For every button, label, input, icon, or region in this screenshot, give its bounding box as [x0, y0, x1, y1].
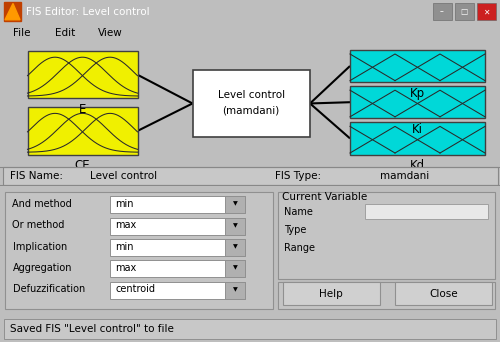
Text: Or method: Or method: [12, 221, 65, 231]
Text: ▼: ▼: [232, 244, 237, 249]
Text: Aggregation: Aggregation: [12, 263, 72, 273]
Text: ✕: ✕: [483, 7, 489, 16]
Bar: [350, 86, 485, 118]
Bar: [278, 192, 495, 279]
Polygon shape: [4, 2, 21, 21]
Text: ▼: ▼: [232, 266, 237, 271]
Text: Edit: Edit: [55, 27, 75, 38]
Text: Type: Type: [284, 225, 306, 235]
Bar: [282, 282, 380, 305]
Text: □: □: [460, 7, 468, 16]
Text: Help: Help: [319, 289, 343, 299]
Bar: [454, 3, 473, 21]
Text: FIS Editor: Level control: FIS Editor: Level control: [26, 6, 150, 17]
Bar: [110, 239, 245, 256]
Bar: [365, 204, 488, 220]
Bar: [192, 70, 310, 137]
Bar: [476, 3, 496, 21]
Bar: [225, 260, 245, 277]
Text: View: View: [98, 27, 122, 38]
Bar: [4, 319, 496, 339]
Text: mamdani: mamdani: [380, 171, 429, 181]
Text: Range: Range: [284, 243, 315, 253]
Bar: [432, 3, 452, 21]
Text: ▼: ▼: [232, 223, 237, 228]
Text: ▼: ▼: [232, 202, 237, 207]
Text: Level control: Level control: [218, 90, 285, 100]
Text: Ki: Ki: [412, 123, 423, 136]
Bar: [225, 218, 245, 235]
Bar: [395, 282, 492, 305]
Text: Saved FIS "Level control" to file: Saved FIS "Level control" to file: [10, 324, 174, 334]
Text: Kp: Kp: [410, 87, 425, 100]
Text: ▼: ▼: [232, 287, 237, 292]
Bar: [278, 282, 495, 309]
Bar: [350, 122, 485, 155]
Text: max: max: [115, 221, 136, 231]
Polygon shape: [5, 3, 20, 20]
Text: And method: And method: [12, 199, 72, 209]
Bar: [28, 107, 138, 155]
Text: centroid: centroid: [115, 285, 155, 294]
Bar: [28, 51, 138, 98]
Text: FIS Type:: FIS Type:: [275, 171, 321, 181]
Text: File: File: [12, 27, 30, 38]
Text: –: –: [440, 7, 444, 16]
Text: Level control: Level control: [90, 171, 157, 181]
Text: E: E: [79, 103, 86, 116]
Text: Implication: Implication: [12, 242, 67, 252]
Text: min: min: [115, 242, 134, 252]
Text: Defuzzification: Defuzzification: [12, 285, 85, 294]
Bar: [110, 260, 245, 277]
Bar: [225, 281, 245, 299]
Text: Kd: Kd: [410, 159, 425, 172]
Text: Name: Name: [284, 207, 313, 217]
Text: Current Variable: Current Variable: [282, 193, 368, 202]
Bar: [110, 281, 245, 299]
Bar: [5, 192, 272, 309]
Text: CE: CE: [74, 159, 90, 172]
Bar: [350, 50, 485, 82]
Bar: [110, 196, 245, 213]
Text: FIS Name:: FIS Name:: [10, 171, 63, 181]
Bar: [225, 196, 245, 213]
Text: Close: Close: [429, 289, 458, 299]
Text: (mamdani): (mamdani): [222, 105, 280, 115]
Bar: [110, 218, 245, 235]
Bar: [225, 239, 245, 256]
Text: min: min: [115, 199, 134, 209]
Text: max: max: [115, 263, 136, 273]
